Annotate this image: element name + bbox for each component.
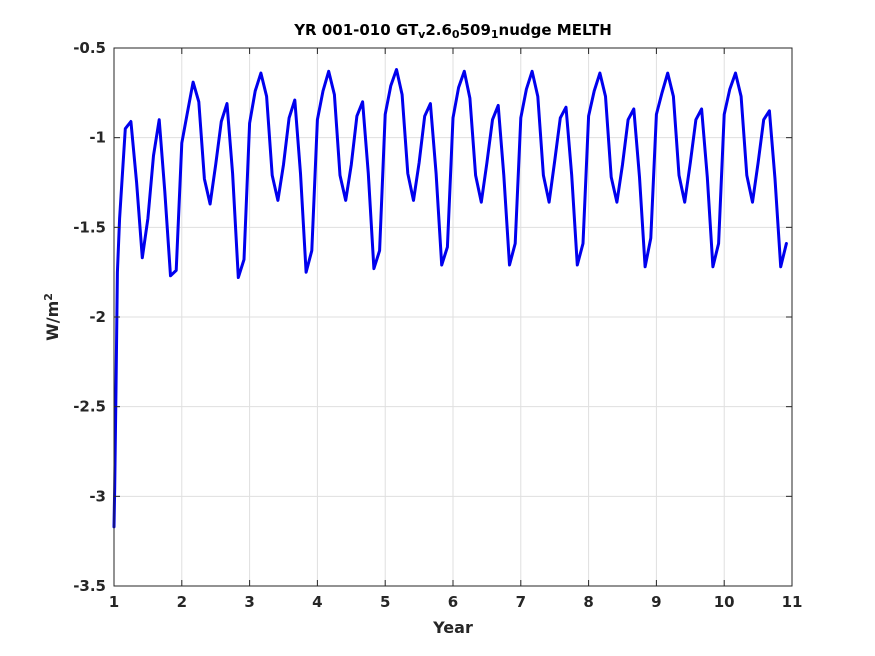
x-tick-label: 2 bbox=[177, 593, 187, 611]
x-tick-label: 11 bbox=[782, 593, 803, 611]
title-sub-3: 1 bbox=[491, 28, 499, 41]
axis-ticks: 1 2 3 4 5 6 7 8 9 10 11 -3.5 -3 -2.5 -2 -1.5 -1 -0.5 bbox=[73, 39, 802, 611]
title-sub-2: 0 bbox=[452, 28, 460, 41]
series-layer bbox=[112, 68, 788, 529]
y-tick-label: -0.5 bbox=[73, 39, 106, 57]
y-tick-label: -2 bbox=[89, 308, 106, 326]
title-part-3: 509 bbox=[460, 21, 491, 39]
x-tick-label: 1 bbox=[109, 593, 119, 611]
x-tick-label: 10 bbox=[714, 593, 735, 611]
y-tick-label: -1.5 bbox=[73, 218, 106, 236]
y-tick-label: -3.5 bbox=[73, 577, 106, 595]
x-tick-label: 7 bbox=[516, 593, 526, 611]
y-tick-label: -3 bbox=[89, 487, 106, 505]
x-tick-label: 5 bbox=[380, 593, 390, 611]
y-axis-label: W/m2 bbox=[42, 293, 63, 341]
title-part-4: nudge MELTH bbox=[499, 21, 612, 39]
title-part-1: YR 001-010 GT bbox=[293, 21, 419, 39]
y-axis-label-base: W/m bbox=[43, 301, 62, 341]
y-tick-label: -2.5 bbox=[73, 398, 106, 416]
y-axis-label-sup: 2 bbox=[42, 293, 55, 301]
x-tick-label: 6 bbox=[448, 593, 458, 611]
y-tick-label: -1 bbox=[89, 129, 106, 147]
x-tick-label: 4 bbox=[312, 593, 322, 611]
title-part-2: 2.6 bbox=[425, 21, 452, 39]
x-axis-label: Year bbox=[432, 618, 473, 637]
x-tick-label: 9 bbox=[651, 593, 661, 611]
series-line bbox=[112, 68, 788, 529]
x-tick-label: 3 bbox=[244, 593, 254, 611]
chart-title: YR 001-010 GTv2.605091nudge MELTH bbox=[293, 21, 612, 41]
title-sub-1: v bbox=[418, 28, 426, 41]
x-tick-label: 8 bbox=[583, 593, 593, 611]
